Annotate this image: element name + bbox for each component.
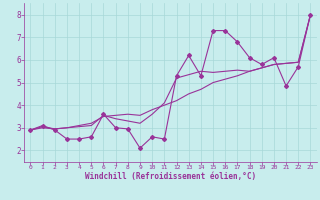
X-axis label: Windchill (Refroidissement éolien,°C): Windchill (Refroidissement éolien,°C)	[85, 172, 256, 181]
